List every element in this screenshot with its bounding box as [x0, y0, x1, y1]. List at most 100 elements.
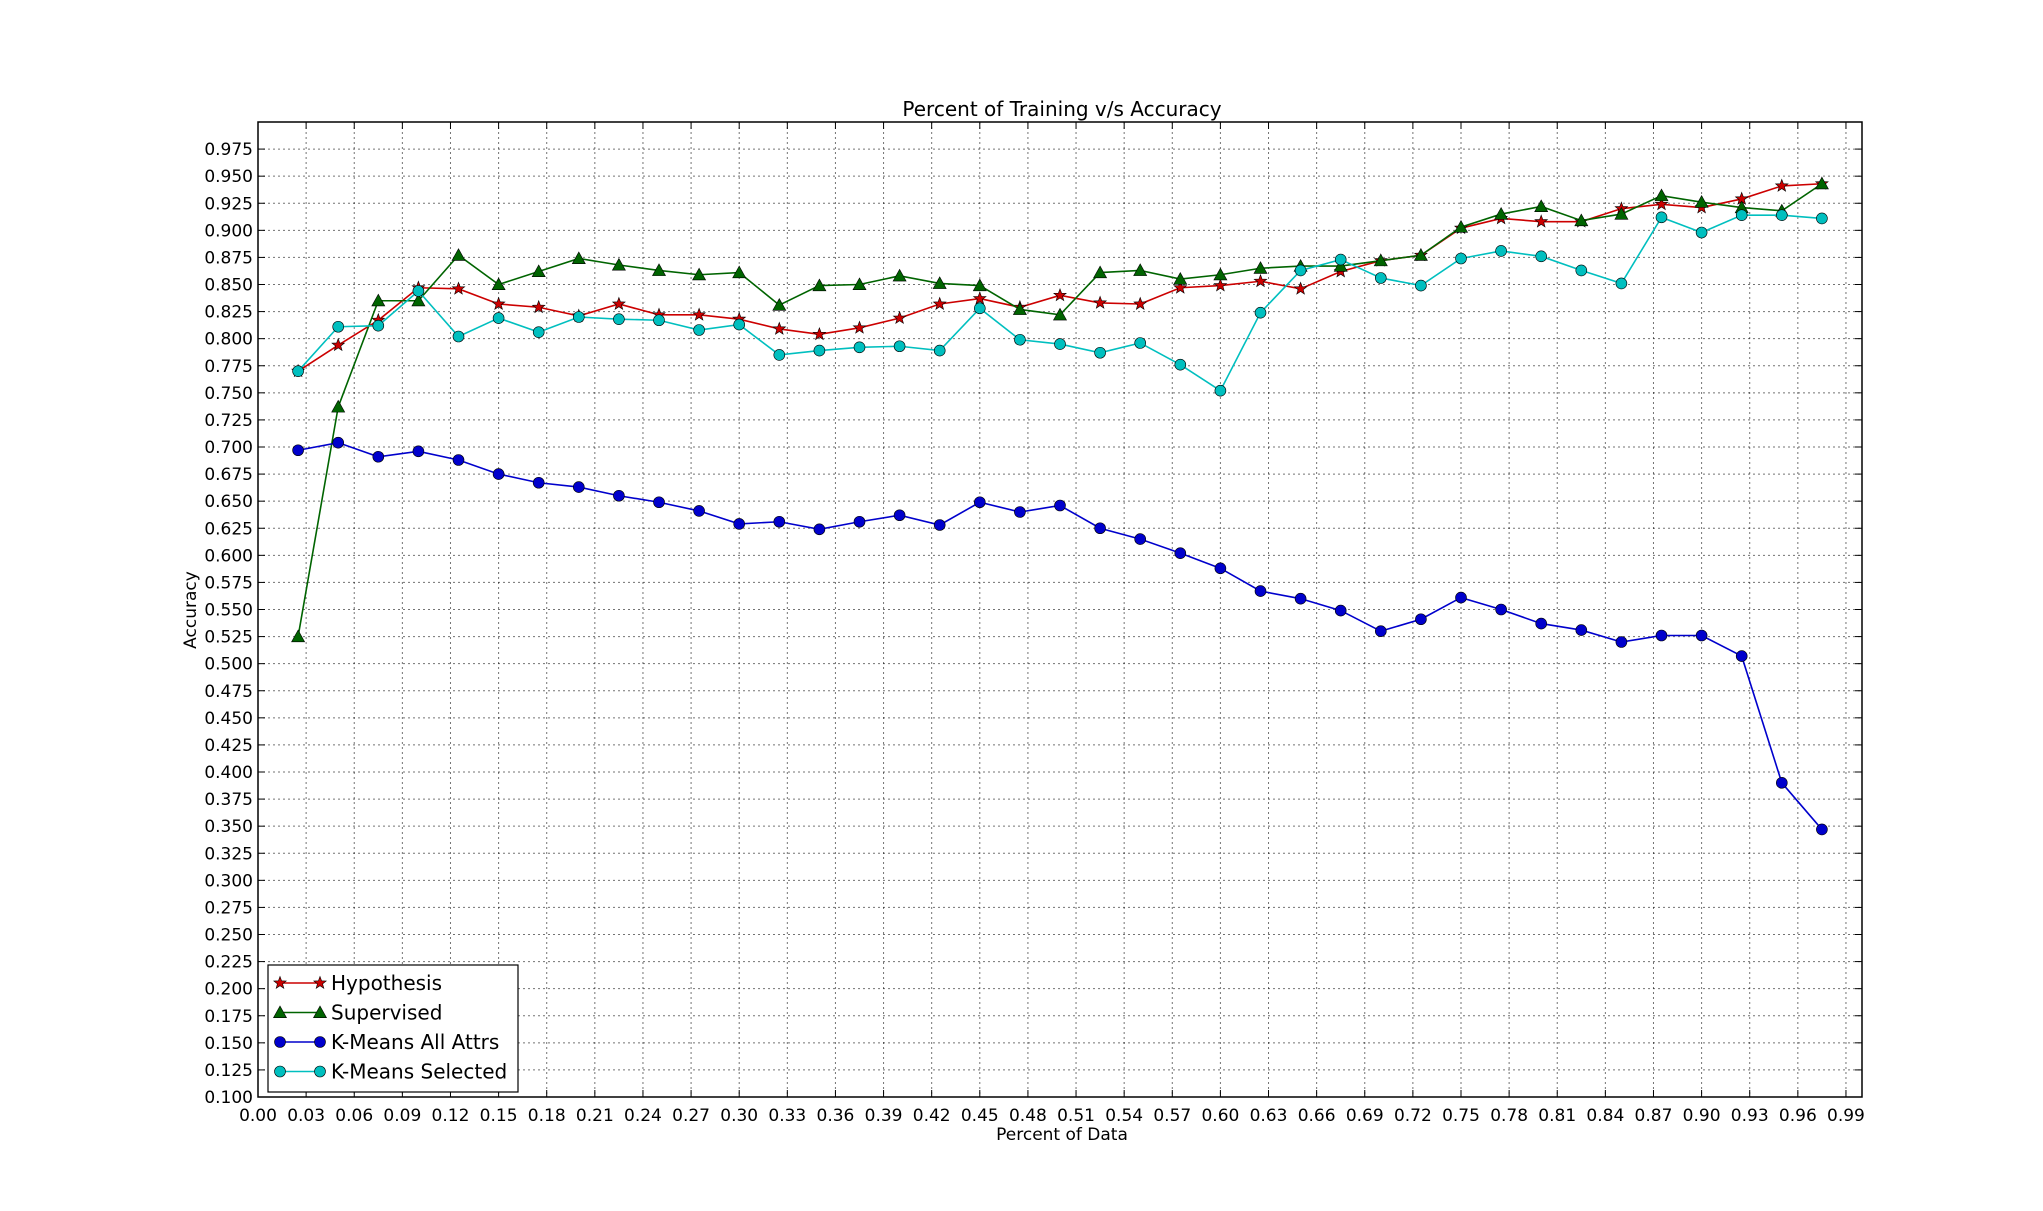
legend-item-k-means-selected: K-Means Selected [274, 1060, 507, 1084]
series-line-k-means-selected [297, 214, 1822, 392]
x-tick-label: 0.30 [720, 1106, 758, 1126]
data-point-hypothesis [1534, 214, 1549, 228]
data-point-supervised [1253, 261, 1268, 274]
y-tick-label: 0.650 [204, 492, 253, 512]
data-point-k-means-all-attrs [1174, 547, 1187, 559]
data-point-k-means-all-attrs [1254, 585, 1267, 597]
data-point-supervised [932, 276, 947, 289]
data-point-supervised [1373, 253, 1388, 267]
data-point-hypothesis [812, 326, 827, 341]
y-tick-label: 0.775 [204, 357, 253, 377]
data-point-k-means-selected [613, 313, 625, 325]
y-tick-label: 0.400 [204, 763, 253, 783]
data-point-hypothesis [852, 320, 867, 334]
data-point-k-means-selected [1615, 277, 1628, 290]
y-tick-label: 0.375 [204, 790, 253, 810]
x-tick-label: 0.27 [672, 1106, 710, 1126]
series-group [291, 176, 1829, 836]
data-point-supervised [371, 293, 386, 307]
data-point-k-means-selected [813, 344, 826, 357]
data-point-k-means-all-attrs [1214, 562, 1227, 575]
y-tick-label: 0.625 [204, 519, 253, 539]
x-tick-label: 0.51 [1057, 1106, 1095, 1126]
data-point-k-means-selected [1816, 212, 1828, 225]
y-tick-label: 0.275 [204, 898, 253, 918]
data-point-k-means-all-attrs [853, 515, 866, 528]
data-point-k-means-all-attrs [733, 518, 746, 530]
data-point-hypothesis [451, 281, 466, 295]
data-point-supervised [291, 629, 306, 643]
data-point-hypothesis [692, 307, 707, 321]
x-tick-label: 0.75 [1442, 1106, 1480, 1126]
data-point-k-means-all-attrs [1334, 604, 1347, 617]
chart-title: Percent of Training v/s Accuracy [902, 97, 1221, 121]
legend-marker [274, 1065, 286, 1078]
data-point-k-means-selected [452, 330, 465, 343]
data-point-k-means-selected [693, 324, 705, 336]
data-point-supervised [732, 265, 747, 279]
data-point-hypothesis [1133, 296, 1148, 310]
y-tick-label: 0.325 [204, 844, 253, 864]
data-point-k-means-all-attrs [1455, 591, 1467, 604]
data-point-k-means-selected [572, 311, 585, 323]
data-point-k-means-selected [1776, 209, 1788, 221]
data-point-k-means-all-attrs [1134, 533, 1146, 545]
x-tick-label: 0.18 [528, 1106, 566, 1126]
y-tick-label: 0.600 [204, 546, 253, 566]
data-point-k-means-all-attrs [973, 496, 986, 509]
data-point-k-means-all-attrs [1816, 823, 1828, 836]
data-point-k-means-all-attrs [1615, 636, 1628, 648]
data-point-supervised [1494, 206, 1509, 220]
data-point-k-means-selected [933, 344, 946, 357]
data-point-k-means-selected [1375, 272, 1387, 284]
data-point-supervised [1413, 248, 1428, 261]
data-point-hypothesis [1654, 196, 1669, 211]
data-point-supervised [1654, 188, 1669, 202]
data-point-k-means-selected [1415, 279, 1427, 292]
x-axis-title: Percent of Data [996, 1125, 1128, 1145]
data-point-k-means-selected [412, 285, 425, 297]
data-point-k-means-selected [1695, 226, 1708, 239]
data-point-hypothesis [772, 321, 787, 335]
data-point-k-means-all-attrs [452, 454, 465, 466]
x-tick-label: 0.03 [287, 1106, 325, 1126]
data-point-k-means-selected [1014, 333, 1026, 346]
data-point-k-means-all-attrs [1294, 592, 1307, 605]
y-tick-label: 0.100 [204, 1088, 253, 1108]
x-tick-label: 0.63 [1250, 1106, 1288, 1126]
data-point-hypothesis [892, 310, 907, 325]
data-point-k-means-selected [653, 314, 665, 327]
data-point-hypothesis [611, 296, 626, 310]
legend-marker [274, 1036, 286, 1048]
data-point-hypothesis [1052, 287, 1068, 302]
data-point-k-means-all-attrs [1375, 625, 1387, 637]
y-tick-label: 0.725 [204, 411, 253, 431]
y-tick-label: 0.500 [204, 655, 253, 675]
series-k-means-selected [292, 209, 1828, 397]
y-tick-label: 0.575 [204, 573, 253, 593]
x-tick-label: 0.66 [1298, 1106, 1336, 1126]
data-point-supervised [611, 257, 626, 271]
x-tick-label: 0.69 [1346, 1106, 1384, 1126]
data-point-supervised [651, 263, 667, 276]
data-point-k-means-selected [1655, 211, 1668, 224]
x-tick-label: 0.72 [1394, 1106, 1432, 1126]
x-tick-label: 0.84 [1586, 1106, 1624, 1126]
data-point-supervised [1574, 213, 1589, 227]
y-tick-label: 0.750 [204, 384, 253, 404]
data-point-hypothesis [1213, 278, 1228, 292]
data-point-hypothesis [531, 299, 546, 314]
data-point-k-means-all-attrs [1054, 499, 1066, 512]
x-tick-label: 0.90 [1683, 1106, 1721, 1126]
data-point-supervised [1093, 265, 1108, 279]
y-tick-label: 0.950 [204, 167, 253, 187]
legend-item-k-means-all-attrs: K-Means All Attrs [274, 1030, 499, 1054]
x-tick-label: 0.33 [768, 1106, 806, 1126]
data-point-k-means-selected [332, 320, 345, 333]
data-point-supervised [1012, 302, 1027, 315]
plot-frame [257, 121, 1863, 1098]
data-point-supervised [1213, 267, 1228, 281]
data-point-supervised [411, 293, 426, 307]
data-point-k-means-selected [1134, 337, 1146, 349]
